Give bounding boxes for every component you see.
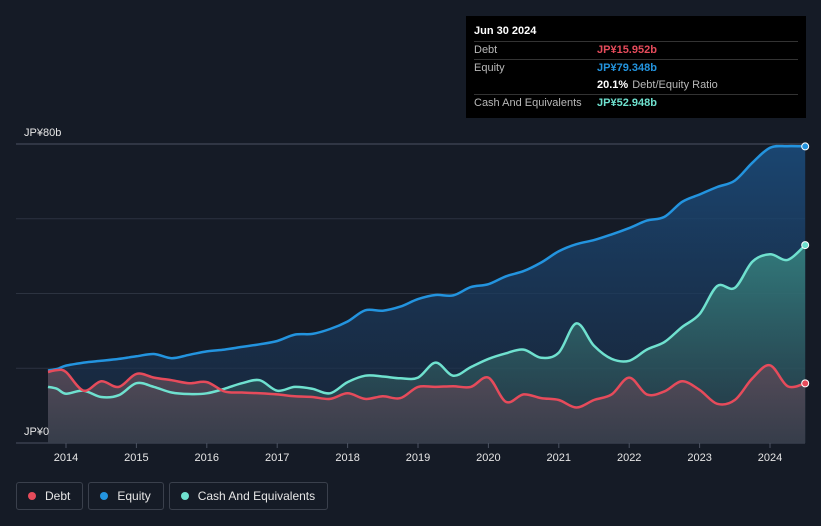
legend-item-equity[interactable]: Equity xyxy=(88,482,164,510)
end-markers xyxy=(801,142,810,388)
x-axis-ticks: 2014 2015 2016 2017 2018 2019 2020 2021 2022 2023… xyxy=(54,443,782,464)
tooltip-cash-row: Cash And Equivalents JP¥52.948b xyxy=(474,94,798,112)
x-tick-label: 2021 xyxy=(547,452,571,464)
debt-line xyxy=(47,363,806,409)
equity-line xyxy=(47,144,806,372)
debt-area xyxy=(48,365,806,443)
x-tick-label: 2019 xyxy=(406,452,430,464)
x-tick-label: 2015 xyxy=(124,452,148,464)
x-tick-label: 2014 xyxy=(54,452,78,464)
legend-cash-dot xyxy=(180,492,189,500)
cash-end-marker xyxy=(801,241,810,250)
tooltip-equity-value: JP¥79.348b xyxy=(597,62,657,74)
x-tick-label: 2016 xyxy=(195,452,219,464)
tooltip-ratio-spacer xyxy=(474,77,597,94)
legend-cash-label: Cash And Equivalents xyxy=(197,489,316,503)
tooltip-ratio-row: 20.1% Debt/Equity Ratio xyxy=(474,77,798,94)
legend-equity-label: Equity xyxy=(117,489,151,503)
equity-end-marker xyxy=(801,142,810,151)
x-tick-label: 2024 xyxy=(758,452,782,464)
tooltip-debt-value: JP¥15.952b xyxy=(597,44,657,56)
x-tick-label: 2018 xyxy=(335,452,359,464)
legend-item-cash[interactable]: Cash And Equivalents xyxy=(168,482,329,510)
debt-end-marker xyxy=(801,379,810,388)
tooltip-panel: Jun 30 2024 Debt JP¥15.952b Equity JP¥79… xyxy=(466,16,806,118)
series-areas xyxy=(48,146,806,444)
tooltip-ratio-label: Debt/Equity Ratio xyxy=(632,79,718,91)
legend-debt-dot xyxy=(28,492,36,500)
tooltip-date: Jun 30 2024 xyxy=(474,25,537,37)
tooltip-debt-label: Debt xyxy=(474,44,498,56)
y-axis-top-label: JP¥80b xyxy=(24,127,61,139)
tooltip-cash-value: JP¥52.948b xyxy=(597,97,657,109)
x-tick-label: 2022 xyxy=(617,452,641,464)
legend: Debt Equity Cash And Equivalents xyxy=(16,482,329,510)
legend-debt-label: Debt xyxy=(45,489,71,503)
x-tick-label: 2020 xyxy=(476,452,500,464)
y-axis-bottom-label: JP¥0 xyxy=(24,426,49,438)
x-tick-label: 2017 xyxy=(265,452,289,464)
cash-line xyxy=(47,244,807,399)
tooltip-equity-row: Equity JP¥79.348b xyxy=(474,59,798,77)
tooltip-equity-label: Equity xyxy=(474,62,505,74)
x-tick-label: 2023 xyxy=(687,452,711,464)
legend-item-debt[interactable]: Debt xyxy=(16,482,84,510)
legend-equity-dot xyxy=(100,492,109,500)
series-lines xyxy=(47,144,807,409)
tooltip-debt-row: Debt JP¥15.952b xyxy=(474,41,798,59)
tooltip-cash-label: Cash And Equivalents xyxy=(474,97,582,109)
tooltip-ratio-value: 20.1% xyxy=(597,79,629,91)
